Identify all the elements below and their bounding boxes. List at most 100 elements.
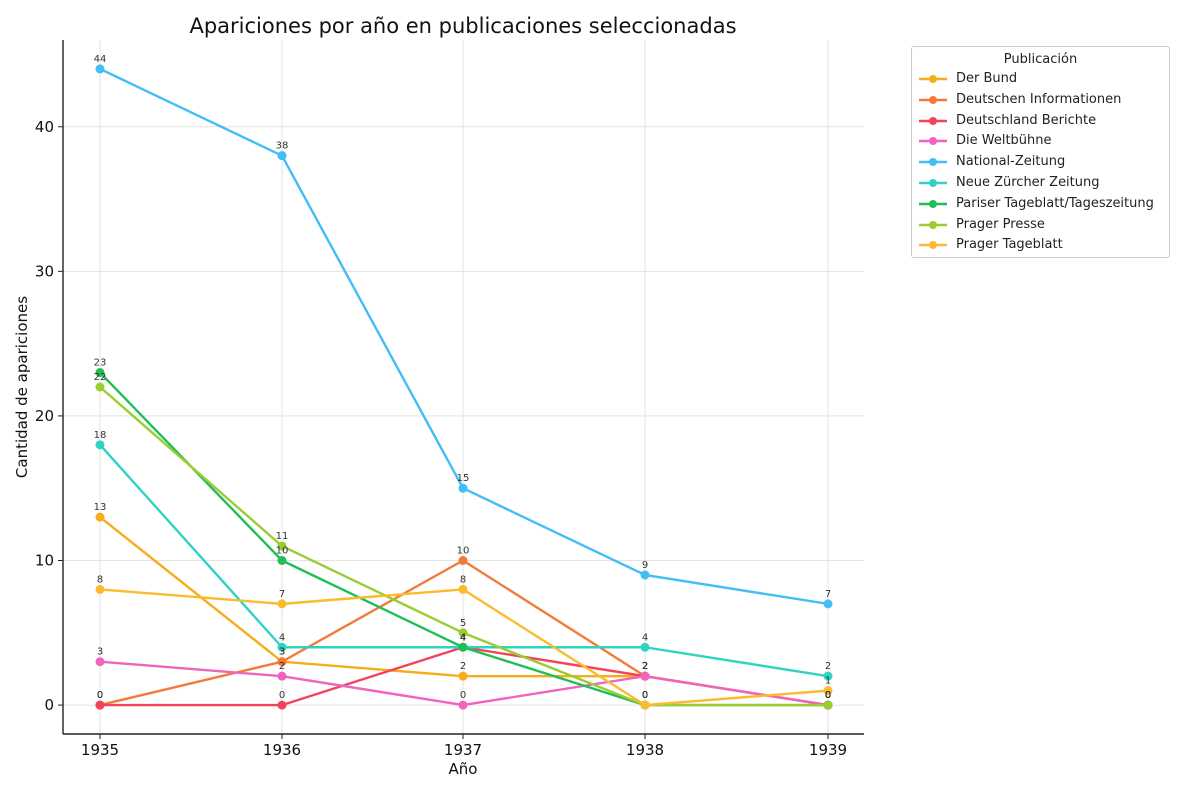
y-axis-label: Cantidad de apariciones bbox=[13, 296, 31, 478]
data-point bbox=[95, 382, 105, 392]
series-line bbox=[99, 67, 829, 606]
data-label: 9 bbox=[642, 560, 648, 571]
data-label: 4 bbox=[460, 632, 466, 643]
legend-title: Publicación bbox=[1003, 52, 1078, 67]
data-label: 10 bbox=[457, 546, 470, 557]
x-tick-label: 1939 bbox=[809, 741, 847, 759]
legend-swatch-marker bbox=[929, 75, 937, 83]
data-point bbox=[823, 599, 833, 609]
legend-label: Prager Tageblatt bbox=[956, 237, 1063, 253]
data-label: 4 bbox=[642, 632, 648, 643]
legend-label: National-Zeitung bbox=[956, 154, 1066, 170]
data-point bbox=[95, 700, 105, 710]
x-tick-label: 1935 bbox=[81, 741, 119, 759]
data-label: 44 bbox=[94, 54, 107, 65]
y-tick-label: 20 bbox=[35, 407, 54, 425]
data-label: 38 bbox=[276, 141, 289, 152]
y-tick-label: 0 bbox=[44, 696, 54, 714]
data-label: 13 bbox=[94, 502, 107, 513]
data-label: 2 bbox=[460, 661, 466, 672]
data-label: 8 bbox=[460, 574, 466, 585]
legend-item: Prager Tageblatt bbox=[912, 235, 1169, 256]
data-point bbox=[640, 570, 650, 580]
data-label: 3 bbox=[97, 647, 103, 658]
data-label: 0 bbox=[97, 690, 103, 701]
legend-swatch bbox=[919, 75, 947, 83]
legend-swatch-marker bbox=[929, 158, 937, 167]
data-point bbox=[95, 368, 105, 378]
legend-item: Deutschland Berichte bbox=[912, 111, 1169, 132]
data-label: 3 bbox=[279, 647, 285, 658]
data-label: 5 bbox=[460, 618, 466, 629]
data-label: 0 bbox=[825, 690, 831, 701]
legend-swatch-marker bbox=[929, 199, 937, 208]
data-point bbox=[823, 671, 833, 681]
data-point bbox=[458, 584, 468, 594]
data-point bbox=[277, 642, 287, 652]
data-label: 3 bbox=[279, 647, 285, 658]
data-point bbox=[640, 700, 650, 710]
legend-label: Pariser Tageblatt/Tageszeitung bbox=[956, 195, 1154, 211]
data-point bbox=[277, 556, 287, 565]
legend-swatch-marker bbox=[929, 137, 937, 146]
data-label: 22 bbox=[94, 372, 107, 383]
data-label: 11 bbox=[276, 531, 289, 542]
legend-label: Der Bund bbox=[956, 71, 1018, 86]
data-label: 0 bbox=[825, 690, 831, 701]
x-axis-label: Año bbox=[449, 760, 478, 778]
y-tick-label: 10 bbox=[35, 552, 54, 570]
data-label: 0 bbox=[97, 690, 103, 701]
legend-swatch bbox=[919, 241, 947, 250]
legend-label: Deutschen Informationen bbox=[956, 91, 1122, 107]
legend: Publicación Der Bund Deutschen Informatio… bbox=[911, 46, 1170, 258]
legend-swatch-marker bbox=[929, 95, 937, 104]
data-point bbox=[458, 483, 468, 493]
data-point bbox=[458, 642, 468, 652]
data-point bbox=[95, 64, 105, 74]
data-point bbox=[823, 700, 833, 710]
data-point bbox=[277, 700, 287, 710]
legend-item: Prager Presse bbox=[912, 215, 1169, 236]
legend-item: Neue Zürcher Zeitung bbox=[912, 173, 1169, 194]
legend-swatch-marker bbox=[929, 178, 937, 187]
series-line bbox=[99, 371, 828, 707]
data-point bbox=[277, 657, 287, 667]
data-label: 0 bbox=[642, 690, 648, 701]
data-point bbox=[823, 686, 833, 696]
data-label: 2 bbox=[825, 661, 831, 672]
data-label: 2 bbox=[642, 661, 648, 672]
data-label: 7 bbox=[825, 589, 831, 600]
data-label: 23 bbox=[94, 358, 107, 369]
legend-swatch bbox=[919, 116, 947, 125]
data-point bbox=[95, 440, 105, 450]
legend-swatch bbox=[919, 199, 947, 208]
data-label: 2 bbox=[279, 661, 285, 672]
legend-item: Pariser Tageblatt/Tageszeitung bbox=[912, 194, 1169, 215]
data-point bbox=[640, 642, 650, 652]
x-tick-label: 1937 bbox=[444, 741, 482, 759]
x-tick-label: 1936 bbox=[263, 741, 301, 759]
legend-label: Neue Zürcher Zeitung bbox=[956, 174, 1100, 190]
data-point bbox=[277, 599, 287, 609]
data-label: 4 bbox=[279, 632, 285, 643]
data-label: 0 bbox=[825, 690, 831, 701]
series-lines bbox=[95, 64, 833, 710]
legend-swatch bbox=[919, 220, 947, 229]
legend-swatch bbox=[919, 178, 947, 187]
legend-label: Deutschland Berichte bbox=[956, 112, 1097, 128]
data-label: 4 bbox=[460, 632, 466, 643]
data-label: 0 bbox=[279, 690, 285, 701]
legend-label: Die Weltbühne bbox=[956, 133, 1052, 149]
legend-item: Die Weltbühne bbox=[912, 131, 1169, 152]
data-point bbox=[95, 512, 105, 522]
y-tick-label: 40 bbox=[35, 118, 54, 136]
data-label: 0 bbox=[460, 690, 466, 701]
legend-items: Der Bund Deutschen Informationen Deutschla… bbox=[912, 69, 1169, 256]
data-label: 2 bbox=[642, 661, 648, 672]
data-point bbox=[458, 556, 468, 565]
data-label: 18 bbox=[94, 430, 107, 441]
data-point bbox=[277, 541, 287, 551]
data-label: 7 bbox=[279, 589, 285, 600]
data-point bbox=[277, 151, 287, 161]
